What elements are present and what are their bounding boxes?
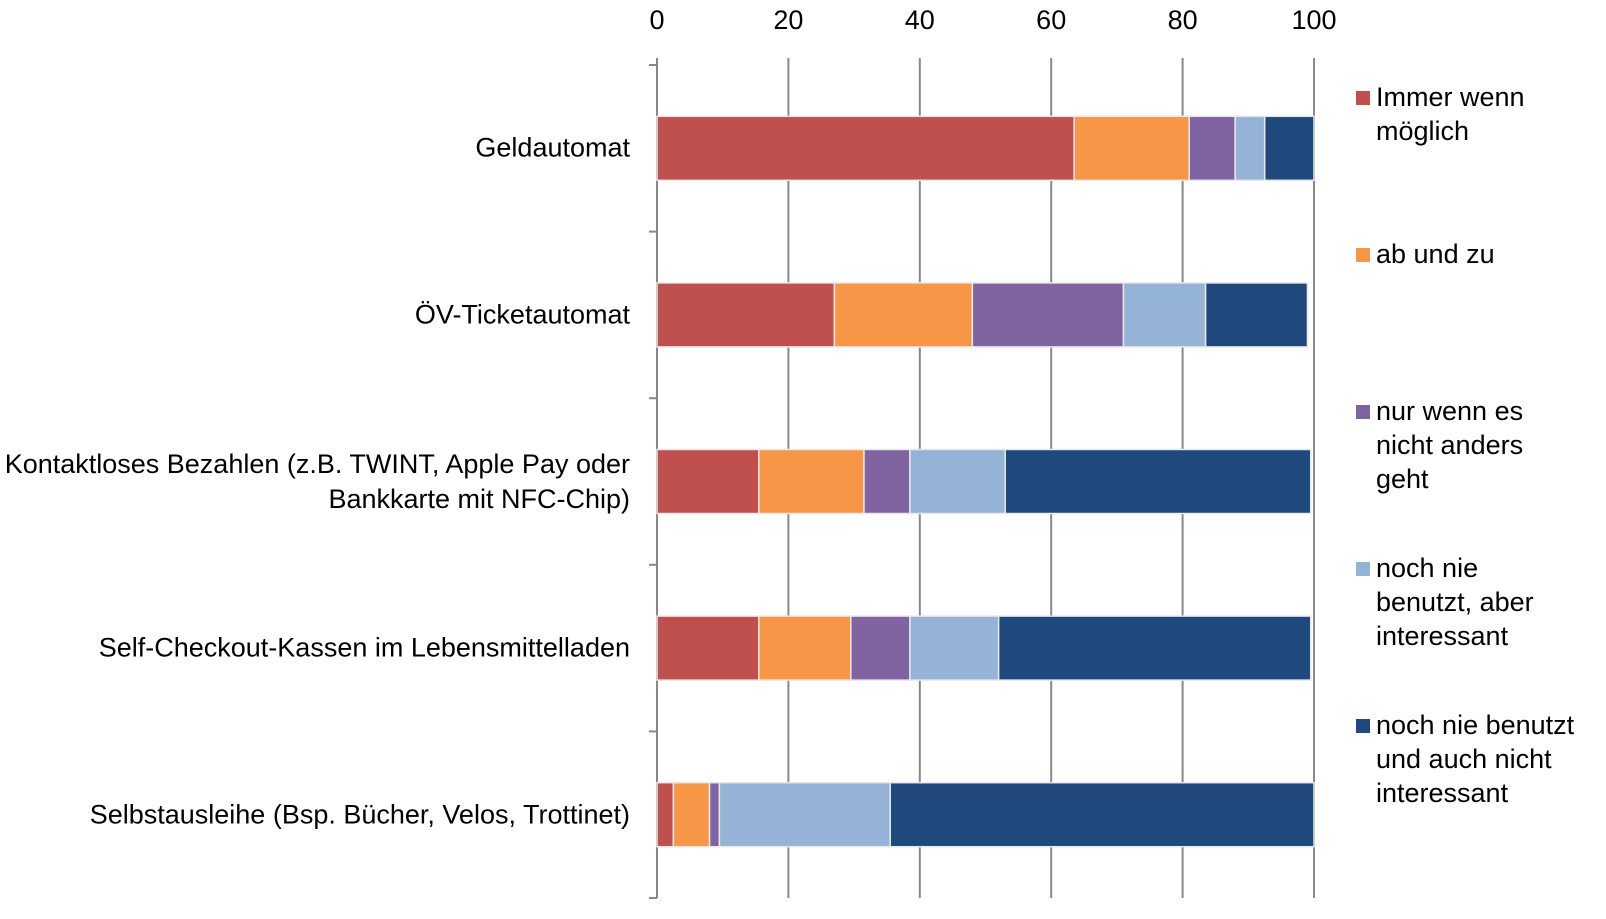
category-label: ÖV-Ticketautomat — [414, 299, 630, 330]
category-label: Kontaktloses Bezahlen (z.B. TWINT, Apple… — [4, 448, 630, 514]
x-tick-label: 100 — [1291, 5, 1336, 35]
bar-segment — [909, 615, 1000, 681]
legend-swatch — [1356, 91, 1370, 105]
legend-label: nur wenn es nicht anders geht — [1376, 396, 1524, 494]
bar-segment — [1188, 115, 1236, 182]
bar-segment — [997, 615, 1312, 681]
x-tick-label: 20 — [773, 5, 803, 35]
category-label: Geldautomat — [475, 132, 630, 163]
bar-segment — [718, 781, 891, 848]
bar-segment — [1073, 115, 1190, 182]
x-tick-label: 60 — [1036, 5, 1066, 35]
bar-segment — [1122, 282, 1207, 348]
bar-segment — [850, 615, 911, 681]
x-tick-label: 40 — [905, 5, 935, 35]
legend-swatch — [1356, 719, 1370, 733]
legend-swatch — [1356, 405, 1370, 419]
category-label: Selbstausleihe (Bsp. Bücher, Velos, Trot… — [89, 799, 630, 830]
bar-segment — [708, 781, 721, 848]
bar-segment — [672, 781, 711, 848]
bar-segment — [1004, 448, 1312, 515]
bar-segment — [971, 282, 1125, 348]
legend-swatch — [1356, 248, 1370, 262]
x-tick-label: 80 — [1168, 5, 1198, 35]
legend-label: Immer wenn möglich — [1376, 82, 1525, 146]
bar-segment — [1204, 282, 1309, 348]
legend-swatch — [1356, 562, 1370, 576]
bar-segment — [1234, 115, 1266, 182]
bar-segment — [1263, 115, 1315, 182]
bar-segment — [758, 448, 865, 515]
bar-segment — [758, 615, 852, 681]
legend-label: ab und zu — [1376, 239, 1495, 269]
bar-segment — [889, 781, 1315, 848]
bar-segment — [656, 781, 675, 848]
bar-segment — [656, 615, 760, 681]
category-label: Self-Checkout-Kassen im Lebensmittellade… — [98, 632, 630, 663]
legend-label: noch nie benutzt und auch nicht interess… — [1376, 710, 1575, 808]
bar-segment — [909, 448, 1006, 515]
bar-segment — [833, 282, 974, 348]
bar-segment — [863, 448, 911, 515]
legend-label: noch nie benutzt, aber interessant — [1376, 553, 1534, 651]
bar-segment — [656, 448, 760, 515]
bar-segment — [656, 282, 836, 348]
bar-segment — [656, 115, 1075, 182]
x-tick-label: 0 — [649, 5, 664, 35]
